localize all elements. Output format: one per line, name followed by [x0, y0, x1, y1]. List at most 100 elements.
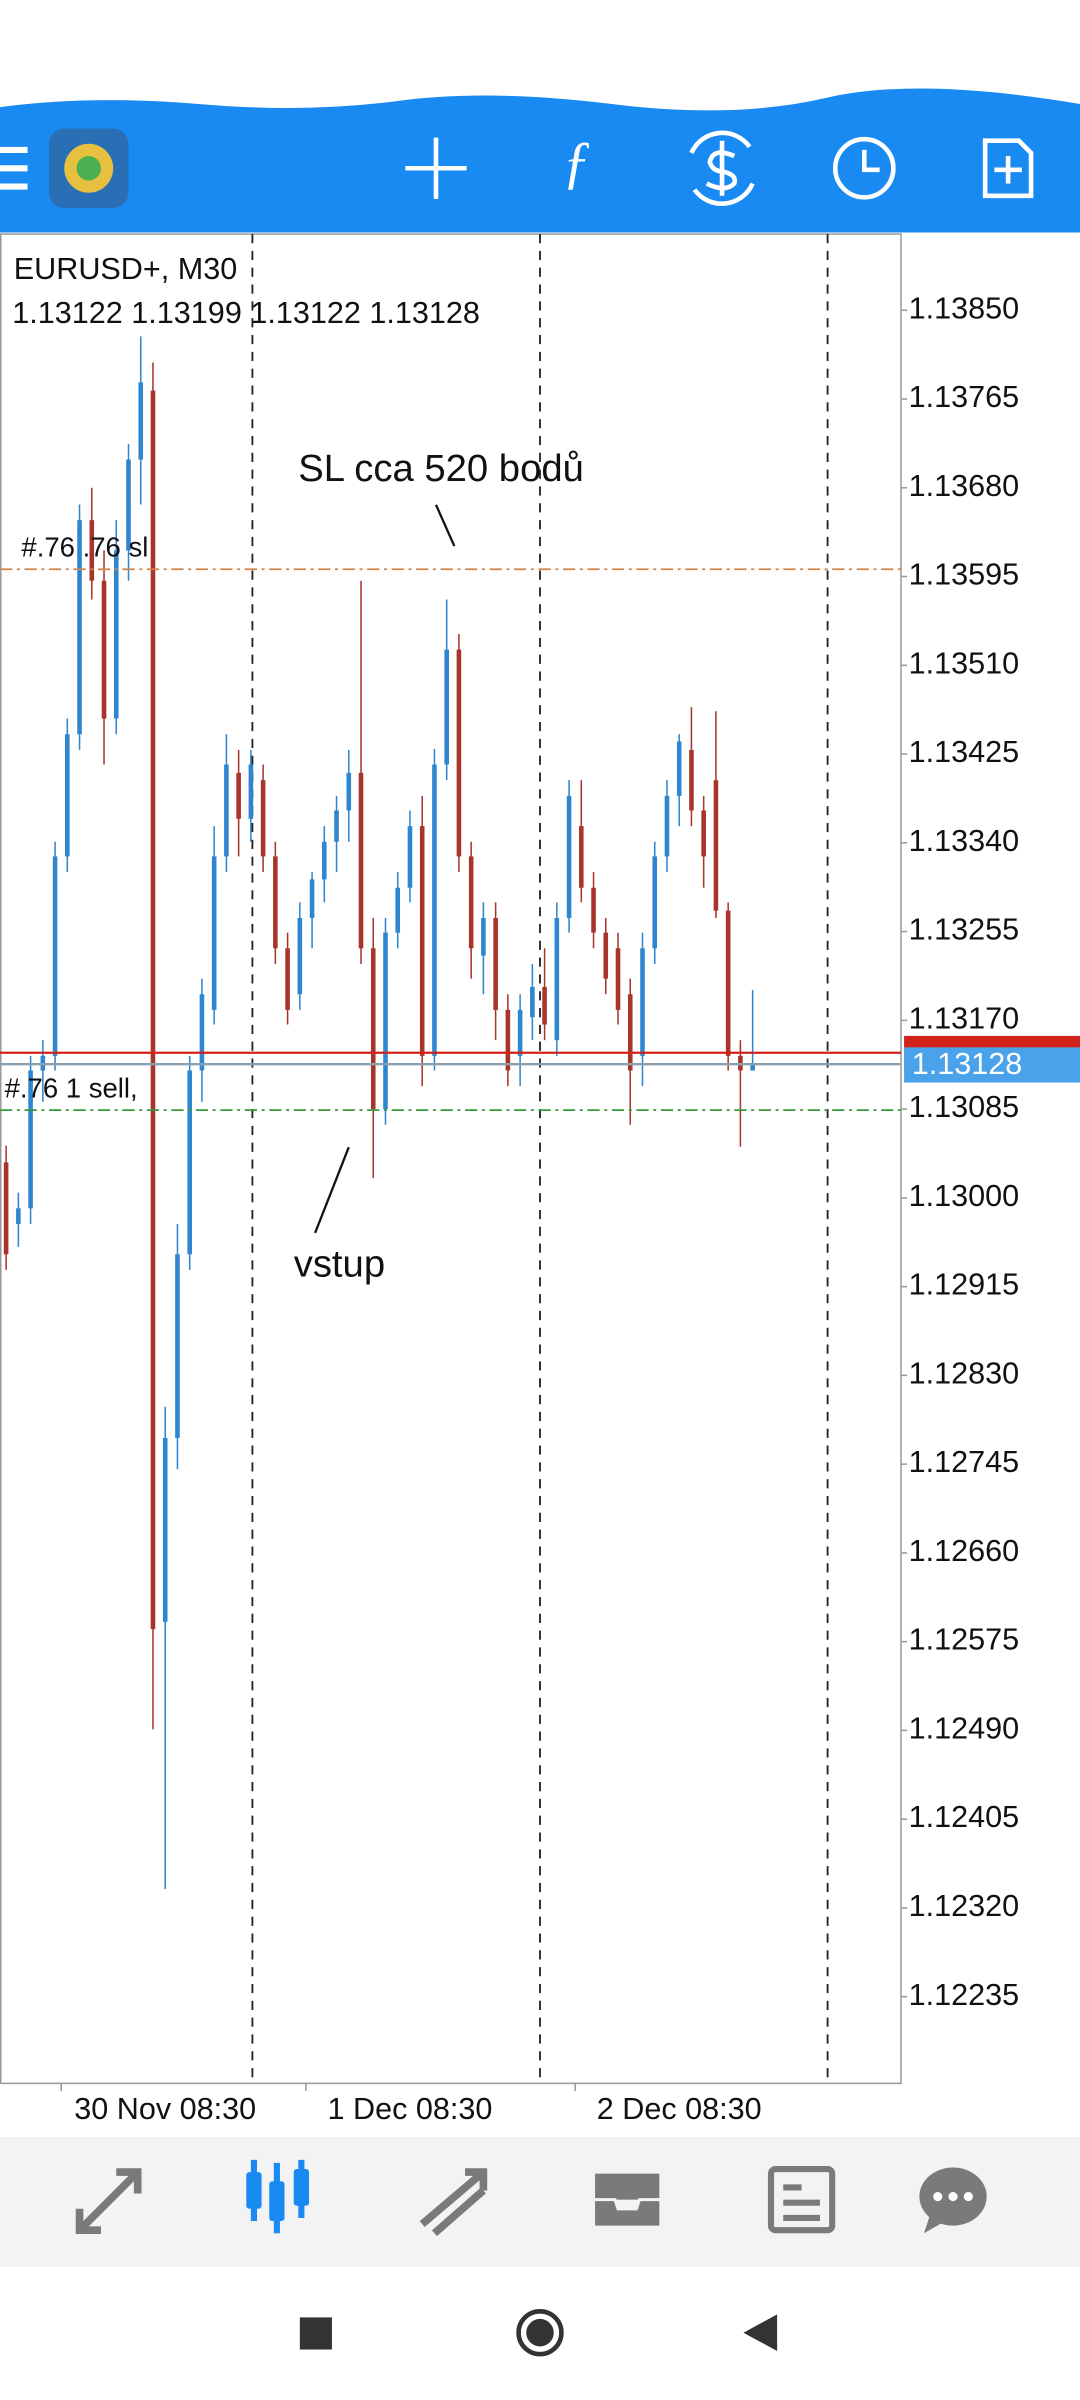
- y-tick-label: 1.12745: [909, 1445, 1020, 1479]
- candle-body: [126, 459, 131, 551]
- candle-body: [554, 918, 560, 1041]
- y-tick-label: 1.13340: [909, 824, 1020, 858]
- candle-body: [689, 749, 694, 811]
- candle-body: [750, 1064, 755, 1071]
- toolbar: [0, 88, 1080, 233]
- candle-body: [517, 1009, 523, 1056]
- history-tab-icon[interactable]: [592, 2170, 663, 2229]
- candle-body: [187, 1070, 192, 1255]
- y-tick-label: 1.13425: [909, 735, 1020, 769]
- candle-body: [322, 841, 327, 880]
- candle-body: [3, 1162, 9, 1255]
- candle-body: [113, 550, 119, 719]
- candle-body: [199, 994, 205, 1071]
- nav-back[interactable]: [743, 2314, 778, 2352]
- y-tick-label: 1.13680: [909, 469, 1020, 503]
- new-order-icon[interactable]: [982, 138, 1034, 199]
- candle-body: [224, 764, 229, 857]
- candle-body: [28, 1070, 33, 1209]
- plot: [3, 336, 755, 1890]
- x-tick-label: 30 Nov 08:30: [74, 2092, 256, 2126]
- indicators-icon[interactable]: ƒ: [562, 130, 591, 195]
- chart-tab-icon[interactable]: [246, 2159, 310, 2234]
- candle-body: [419, 826, 425, 1056]
- candle-body: [530, 986, 535, 1018]
- y-tick-label: 1.13000: [909, 1179, 1020, 1213]
- y-tick-label: 1.13595: [909, 558, 1020, 592]
- crosshair-icon[interactable]: [405, 137, 467, 199]
- trade-tab-icon[interactable]: [419, 2168, 488, 2237]
- x-tick-label: 1 Dec 08:30: [328, 2092, 493, 2126]
- candle-body: [456, 649, 462, 857]
- candle-body: [89, 520, 95, 581]
- y-tick-label: 1.12490: [909, 1711, 1020, 1745]
- annotation: SL cca 520 bodů: [298, 447, 584, 490]
- candle-body: [211, 856, 217, 1010]
- candle-body: [579, 826, 584, 888]
- candle-body: [725, 910, 731, 1056]
- candle-body: [432, 764, 437, 1056]
- candle-body: [395, 887, 401, 933]
- y-tick-label: 1.13255: [909, 913, 1020, 947]
- candle-body: [603, 932, 609, 979]
- nav-recents[interactable]: [299, 2317, 332, 2350]
- bottom-toolbar: [0, 2136, 1080, 2267]
- news-tab-icon[interactable]: [767, 2165, 836, 2234]
- order-line-label: #.76 1 sell,: [5, 1073, 138, 1104]
- candle-body: [65, 734, 70, 857]
- y-tick-label: 1.12830: [909, 1356, 1020, 1390]
- candle-body: [236, 772, 241, 819]
- candle-body: [407, 826, 413, 888]
- annotation: vstup: [294, 1243, 385, 1286]
- candle-body: [175, 1254, 180, 1439]
- candle-body: [309, 879, 315, 919]
- y-tick-label: 1.12320: [909, 1889, 1020, 1923]
- candle-body: [150, 390, 156, 1630]
- y-tick-label: 1.12235: [909, 1978, 1020, 2012]
- candle-body: [162, 1438, 168, 1622]
- candle-body: [468, 856, 474, 949]
- candle-body: [591, 887, 596, 933]
- candle-body: [101, 580, 107, 719]
- candle-body: [676, 741, 682, 796]
- candle-body: [652, 856, 658, 949]
- ohlc-close: 1.13128: [369, 296, 480, 330]
- y-tick-label: 1.13510: [909, 646, 1020, 680]
- candle-body: [370, 948, 376, 1110]
- ohlc-readout: 1.13122 1.13199 1.13122 1.13128: [12, 296, 480, 330]
- chart-title: EURUSD+, M30: [14, 252, 237, 286]
- nav-home-dot: [526, 2318, 554, 2347]
- candle-body: [346, 772, 352, 811]
- y-tick-label: 1.13170: [909, 1001, 1020, 1035]
- y-tick-label: 1.12915: [909, 1268, 1020, 1302]
- chat-tab-icon[interactable]: [919, 2167, 987, 2234]
- candle-body: [260, 780, 266, 857]
- chart-area: [0, 233, 902, 2085]
- nav-home[interactable]: [516, 2308, 564, 2357]
- candle-body: [627, 994, 633, 1071]
- y-tick-label: 1.12575: [909, 1623, 1020, 1657]
- candle-body: [640, 948, 645, 1056]
- period-separators: [251, 234, 829, 2084]
- y-tick-label: 1.13085: [909, 1090, 1020, 1124]
- candle-body: [615, 948, 621, 1010]
- candle-body: [285, 948, 290, 1010]
- candle-body: [16, 1208, 21, 1224]
- candle-body: [701, 810, 706, 857]
- quotes-icon[interactable]: [75, 2168, 142, 2235]
- candle-body: [273, 856, 278, 949]
- ohlc-open: 1.13122: [12, 296, 123, 330]
- app-icon-logo-inner: [76, 156, 101, 181]
- candle-body: [358, 772, 364, 949]
- annotation-pointer: [314, 1146, 350, 1234]
- menu-icon[interactable]: [0, 146, 28, 190]
- ohlc-high: 1.13199: [131, 296, 242, 330]
- history-icon[interactable]: [832, 136, 896, 200]
- y-tick-label: 1.13850: [909, 291, 1020, 325]
- order-line-label: #.76 .76 sl: [21, 532, 148, 563]
- candle-body: [77, 520, 82, 735]
- trade-icon[interactable]: [689, 130, 755, 206]
- candle-body: [297, 918, 303, 995]
